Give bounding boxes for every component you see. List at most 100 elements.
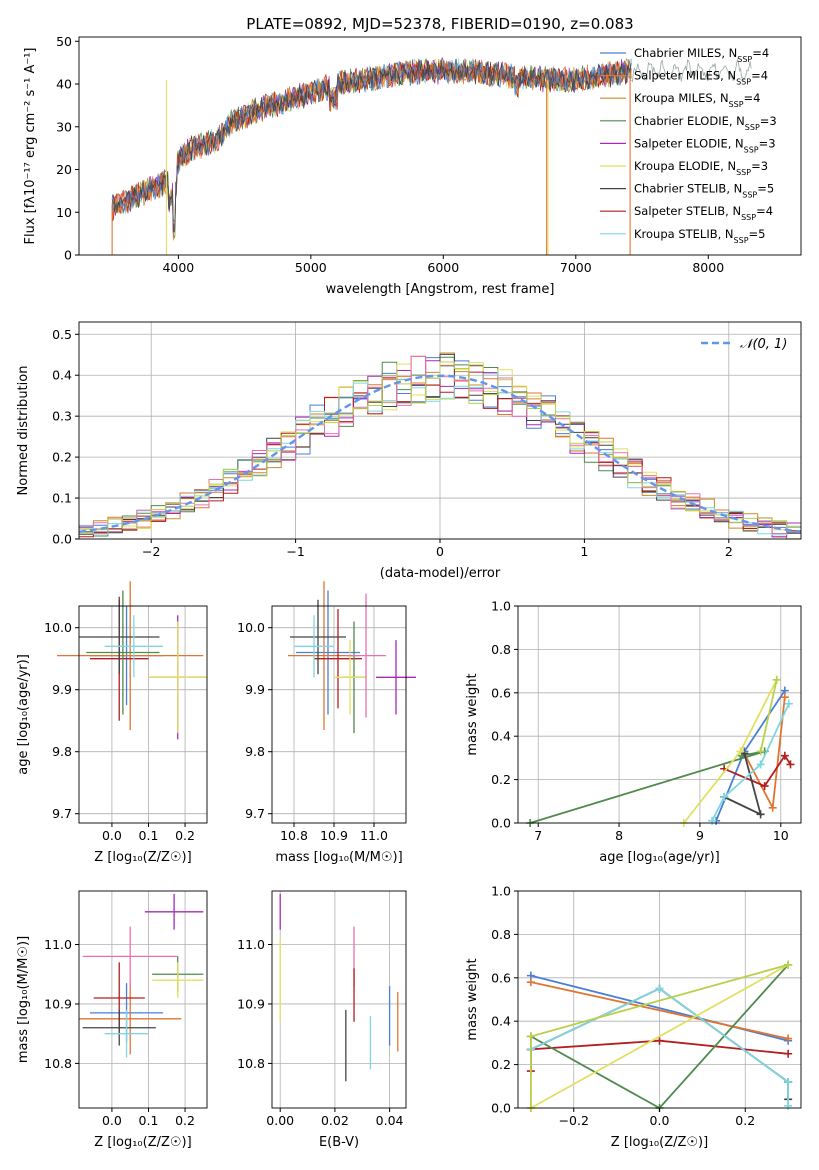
axes-frame — [78, 890, 208, 1109]
x-tick-label: 0.1 — [139, 828, 159, 843]
axes-frame — [78, 605, 208, 824]
x-axis-label: age [log₁₀(age/yr)] — [599, 850, 720, 865]
x-tick-label: 0.2 — [175, 828, 195, 843]
axes-frame — [517, 605, 802, 824]
y-tick-label: 10.9 — [44, 996, 72, 1011]
weight-series-line — [759, 679, 778, 752]
y-tick-label: 11.0 — [237, 937, 265, 952]
y-tick-label: 0.8 — [491, 927, 511, 942]
x-axis-label: (data-model)/error — [380, 566, 501, 581]
x-tick-label: 7 — [534, 828, 542, 843]
panel-mass-vs-ebv: 0.00 0.02 0.04 10.8 10.9 11.0 E(B-V) — [237, 890, 407, 1150]
legend-label: 𝒩(0, 1) — [740, 337, 787, 352]
x-tick-label: 5000 — [295, 260, 327, 275]
histogram-series-step — [79, 373, 801, 536]
x-tick-label: 0.04 — [376, 1113, 404, 1128]
legend-label: Chabrier MILES, NSSP=4 — [634, 46, 769, 64]
y-tick-label: 0.4 — [491, 729, 511, 744]
y-tick-label: 0.2 — [491, 772, 511, 787]
x-axis-label: mass [log₁₀(M/M☉)] — [275, 850, 402, 865]
y-tick-label: 0.8 — [491, 642, 511, 657]
weight-series-marker — [736, 747, 745, 756]
y-tick-label: 9.9 — [52, 682, 72, 697]
weight-series-marker — [784, 1049, 793, 1058]
y-tick-label: 0.4 — [491, 1014, 511, 1029]
y-tick-label: 0.3 — [52, 409, 72, 424]
x-tick-label: 10.9 — [320, 828, 348, 843]
x-tick-label: 2 — [725, 544, 733, 559]
y-axis-label: mass weight — [465, 958, 480, 1040]
plot-area — [272, 891, 406, 1108]
legend-label: Kroupa ELODIE, NSSP=3 — [634, 159, 768, 177]
x-tick-label: 10.8 — [280, 828, 308, 843]
y-tick-label: 0.0 — [491, 816, 511, 831]
y-tick-label: 10.8 — [44, 1056, 72, 1071]
spectrum-series-line — [111, 59, 632, 233]
panel-residuals: −2 −1 0 1 2 0.0 0.1 0.2 0.3 0.4 0.5 (data-model)/er… — [16, 321, 802, 581]
weight-series-marker — [756, 747, 765, 756]
legend-label: Salpeter ELODIE, NSSP=3 — [634, 136, 776, 154]
y-tick-label: 9.7 — [52, 806, 72, 821]
panel-weight-vs-age: 7 8 9 10 0.0 0.2 0.4 0.6 0.8 1.0 age [log₁₀(age/yr… — [465, 599, 802, 865]
weight-series-marker — [756, 760, 765, 769]
y-tick-label: 9.7 — [245, 806, 265, 821]
y-tick-label: 10.8 — [237, 1056, 265, 1071]
y-tick-label: 0.6 — [491, 685, 511, 700]
weight-series-marker — [772, 675, 781, 684]
y-tick-label: 11.0 — [44, 937, 72, 952]
y-tick-label: 0.0 — [491, 1101, 511, 1116]
panel-age-vs-metallicity: 0.0 0.1 0.2 9.7 9.8 9.9 10.0 Z [log₁₀(Z/Z☉)] age… — [16, 581, 208, 865]
x-axis-label: Z [log₁₀(Z/Z☉)] — [94, 850, 191, 865]
x-tick-label: 8 — [615, 828, 623, 843]
y-tick-label: 0.4 — [52, 368, 72, 383]
x-tick-label: −2 — [142, 544, 160, 559]
panel-weight-vs-metallicity: −0.2 0.0 0.2 0.0 0.2 0.4 0.6 0.8 1.0 Z [log₁₀(Z/Z… — [465, 884, 802, 1150]
y-tick-label: 40 — [56, 77, 72, 92]
x-tick-label: 0.02 — [321, 1113, 349, 1128]
y-tick-label: 10 — [56, 205, 72, 220]
spectrum-series-line — [111, 59, 632, 235]
weight-series-marker — [526, 978, 535, 987]
x-tick-label: 1 — [580, 544, 588, 559]
legend-label: Kroupa MILES, NSSP=4 — [634, 91, 760, 109]
plot-area — [79, 891, 207, 1108]
panel-age-vs-mass: 10.8 10.9 11.0 9.7 9.8 9.9 10.0 mass [log₁₀(M/M… — [237, 581, 416, 865]
x-tick-label: 4000 — [162, 260, 194, 275]
normal-curve — [78, 374, 802, 533]
x-tick-label: −1 — [286, 544, 304, 559]
y-tick-label: 1.0 — [491, 884, 511, 899]
y-tick-label: 9.8 — [245, 744, 265, 759]
histogram-series-step — [79, 371, 801, 538]
legend-label: Salpeter STELIB, NSSP=4 — [634, 204, 773, 222]
y-axis-label: mass [log₁₀(M/M☉)] — [16, 936, 31, 1063]
y-tick-label: 1.0 — [491, 599, 511, 614]
y-tick-label: 9.8 — [52, 744, 72, 759]
y-tick-label: 0.6 — [491, 970, 511, 985]
axes-frame — [271, 605, 407, 824]
x-tick-label: 0.0 — [650, 1113, 670, 1128]
axes-frame — [271, 890, 407, 1109]
weight-series-marker — [756, 810, 765, 819]
figure-title: PLATE=0892, MJD=52378, FIBERID=0190, z=0… — [246, 15, 633, 33]
x-axis-label: Z [log₁₀(Z/Z☉)] — [94, 1135, 191, 1150]
histogram-series-step — [79, 361, 801, 530]
y-tick-label: 50 — [56, 34, 72, 49]
x-axis-label: wavelength [Angstrom, rest frame] — [326, 282, 555, 297]
y-tick-label: 10.0 — [237, 620, 265, 635]
weight-series-line — [530, 964, 789, 1109]
weight-series-marker — [708, 816, 717, 825]
weight-series-marker — [784, 960, 793, 969]
y-tick-label: 10.9 — [237, 996, 265, 1011]
y-tick-label: 10.0 — [44, 620, 72, 635]
legend-label: Kroupa STELIB, NSSP=5 — [634, 227, 765, 245]
weight-series-marker — [784, 1034, 793, 1043]
plot-area — [79, 606, 207, 823]
weight-series-line — [530, 981, 789, 1040]
weight-series-line — [711, 703, 790, 822]
weight-series-marker — [768, 803, 777, 812]
y-tick-label: 9.9 — [245, 682, 265, 697]
y-axis-label: Normed distribution — [16, 366, 31, 496]
weight-series-line — [723, 754, 792, 788]
weight-series-marker — [780, 751, 789, 760]
legend-label: Chabrier ELODIE, NSSP=3 — [634, 114, 777, 132]
